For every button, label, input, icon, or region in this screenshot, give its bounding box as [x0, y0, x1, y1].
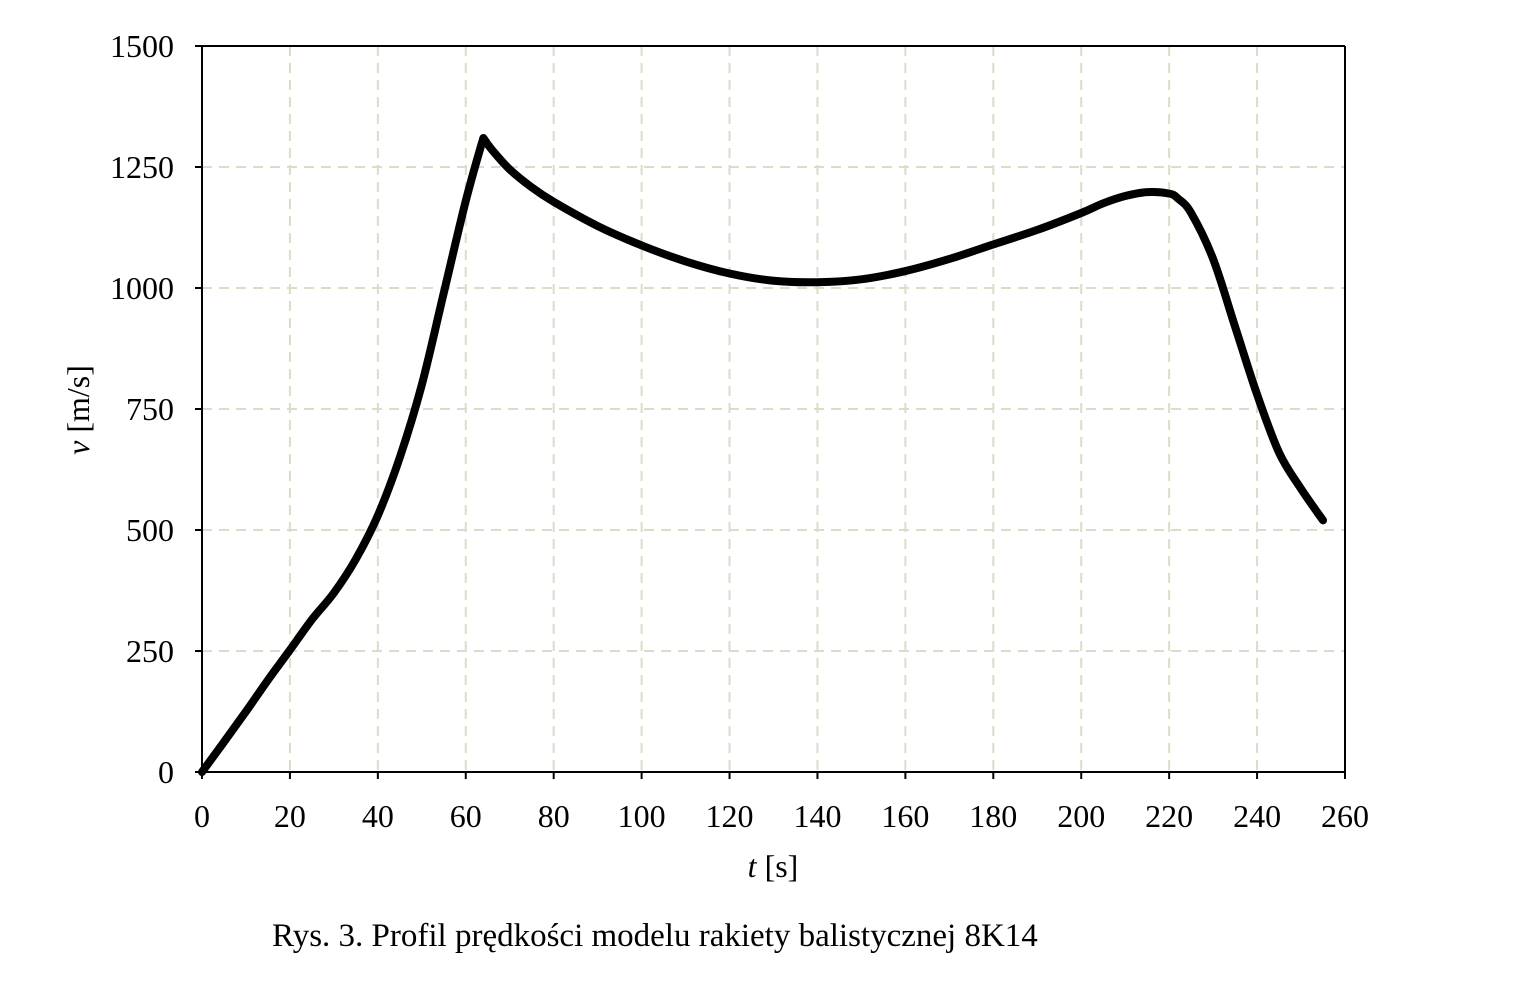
axes [195, 45, 1346, 779]
x-tick-label: 220 [1145, 798, 1193, 834]
tick-labels: 0 20 40 60 80 100 120 140 160 180 200 220 240 260 0 250… [110, 28, 1369, 834]
grid-lines [202, 46, 1345, 772]
y-tick-label: 0 [158, 754, 174, 790]
x-tick-label: 160 [881, 798, 929, 834]
y-tick-label: 1500 [110, 28, 174, 64]
y-axis-title: v [m/s] [60, 365, 96, 455]
y-axis-variable: v [60, 440, 96, 455]
x-tick-label: 140 [793, 798, 841, 834]
x-tick-label: 180 [969, 798, 1017, 834]
chart: 0 20 40 60 80 100 120 140 160 180 200 220 240 260 0 250… [60, 28, 1369, 884]
y-tick-label: 750 [126, 391, 174, 427]
x-tick-label: 200 [1057, 798, 1105, 834]
x-tick-label: 100 [618, 798, 666, 834]
y-tick-label: 500 [126, 512, 174, 548]
series-line [198, 133, 1328, 776]
x-tick-label: 80 [538, 798, 570, 834]
y-tick-label: 250 [126, 633, 174, 669]
series-layer [198, 133, 1328, 776]
x-tick-label: 260 [1321, 798, 1369, 834]
x-tick-label: 20 [274, 798, 306, 834]
figure-caption: Rys. 3. Profil prędkości modelu rakiety … [272, 918, 1038, 954]
x-tick-label: 60 [450, 798, 482, 834]
x-axis-variable: t [748, 848, 758, 884]
y-tick-label: 1250 [110, 149, 174, 185]
x-tick-label: 40 [362, 798, 394, 834]
x-tick-label: 240 [1233, 798, 1281, 834]
x-tick-label: 120 [706, 798, 754, 834]
x-axis-unit: [s] [757, 848, 799, 884]
x-axis-title: t [s] [748, 848, 799, 884]
y-axis-unit: [m/s] [60, 365, 96, 441]
x-tick-label: 0 [194, 798, 210, 834]
y-tick-label: 1000 [110, 270, 174, 306]
